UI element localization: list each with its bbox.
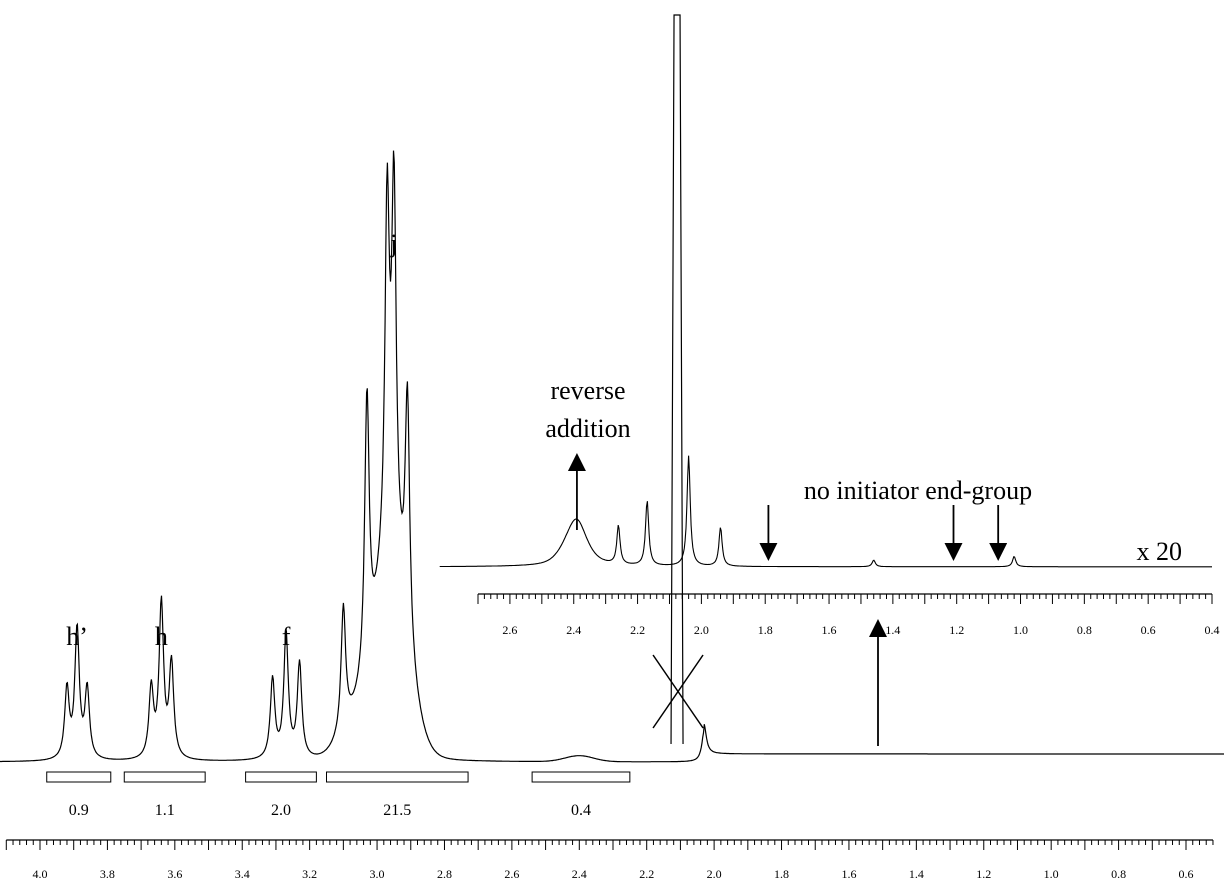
main-tick-label: 2.8 (437, 867, 452, 881)
main-tick-label: 1.6 (841, 867, 856, 881)
main-tick-label: 1.0 (1044, 867, 1059, 881)
inset-tick-label: 1.0 (1013, 623, 1028, 637)
integration-bars: 0.9 1.1 2.0 21.5 0.4 (46, 771, 631, 819)
inset-tick-label: 2.0 (694, 623, 709, 637)
main-tick-label: 0.8 (1111, 867, 1126, 881)
integration-value: 2.0 (271, 802, 291, 819)
peak-label: h’ (66, 622, 88, 651)
integration-box (46, 771, 112, 783)
integration-value: 21.5 (383, 802, 411, 819)
main-tick-label: 4.0 (33, 867, 48, 881)
main-tick-label: 3.0 (370, 867, 385, 881)
inset-tick-label: 2.4 (566, 623, 581, 637)
scale-factor-label: x 20 (1137, 537, 1183, 566)
main-tick-label: 0.6 (1179, 867, 1194, 881)
main-tick-label: 3.2 (302, 867, 317, 881)
main-tick-label: 1.8 (774, 867, 789, 881)
integration-box (531, 771, 631, 783)
integration-box (245, 771, 317, 783)
peak-label: h (155, 622, 168, 651)
no-initiator-label: no initiator end-group (804, 476, 1032, 505)
inset-tick-label: 1.2 (949, 623, 964, 637)
integration-value: 1.1 (155, 802, 175, 819)
main-spectrum-trace (0, 150, 1224, 763)
peak-cross-mark (652, 654, 704, 729)
reverse-addition-label: addition (545, 414, 630, 443)
inset-tick-label: 0.6 (1141, 623, 1156, 637)
main-tick-label: 1.2 (976, 867, 991, 881)
peak-labels: h’ h f j (66, 229, 397, 651)
inset-annotations: reverse addition no initiator end-group x 2… (545, 376, 1182, 566)
cross-line-b (652, 654, 704, 729)
inset-tick-label: 2.2 (630, 623, 645, 637)
integration-box (123, 771, 206, 783)
main-x-axis: 4.0 3.8 3.6 3.4 3.2 3.0 2.8 2.6 2.4 2.2 2.0 1.8 1.6 1… (5, 839, 1214, 881)
inset-spectrum-trace (439, 455, 1212, 568)
main-tick-label: 1.4 (909, 867, 924, 881)
integration-value: 0.9 (69, 802, 89, 819)
integration-value: 0.4 (571, 802, 591, 819)
main-tick-label: 3.8 (100, 867, 115, 881)
main-tick-label: 3.4 (235, 867, 250, 881)
inset-x-axis: 2.6 2.4 2.2 2.0 1.8 1.6 1.4 1.2 1.0 0.8 0.6 0.4 (477, 593, 1220, 637)
main-tick-label: 2.2 (639, 867, 654, 881)
peak-label: j (389, 229, 397, 258)
integration-box (326, 771, 469, 783)
peak-label: f (282, 622, 291, 651)
inset-tick-label: 1.4 (885, 623, 900, 637)
main-tick-label: 3.6 (167, 867, 182, 881)
inset-tick-label: 0.8 (1077, 623, 1092, 637)
inset-tick-label: 1.6 (822, 623, 837, 637)
inset-tick-label: 1.8 (758, 623, 773, 637)
inset-tick-label: 0.4 (1205, 623, 1220, 637)
main-tick-label: 2.4 (572, 867, 587, 881)
inset-tick-label: 2.6 (502, 623, 517, 637)
off-scale-solvent-peak (670, 14, 684, 745)
main-tick-label: 2.0 (707, 867, 722, 881)
main-tick-label: 2.6 (504, 867, 519, 881)
reverse-addition-label: reverse (550, 376, 625, 405)
